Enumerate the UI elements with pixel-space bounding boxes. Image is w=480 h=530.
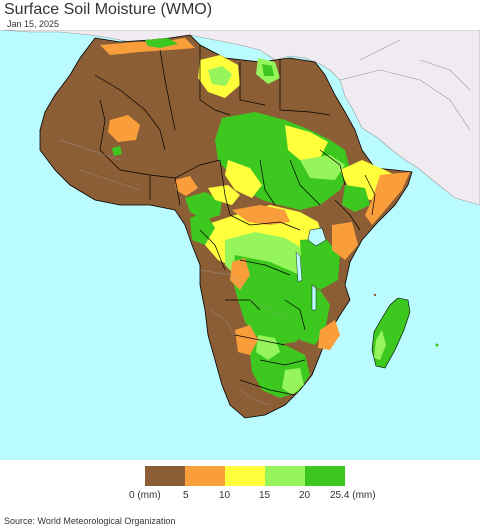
mali-orange-spot bbox=[108, 115, 140, 142]
tanzania-green bbox=[300, 238, 340, 290]
legend-swatch-0-5 bbox=[145, 466, 185, 486]
comoros-island bbox=[373, 293, 377, 297]
chad-yellow-patch bbox=[225, 160, 262, 198]
legend-label-20: 20 bbox=[299, 490, 311, 501]
legend-label-10: 10 bbox=[219, 490, 231, 501]
legend-labels: 0 (mm) 5 10 15 20 25.4 (mm) bbox=[125, 490, 405, 504]
gabon-green bbox=[190, 212, 215, 245]
southafrica-east-green bbox=[282, 368, 304, 395]
legend-swatch-5-10 bbox=[185, 466, 225, 486]
legend-colorbar bbox=[145, 466, 345, 486]
map-date: Jan 15, 2025 bbox=[7, 19, 60, 29]
country-borders bbox=[94, 45, 376, 396]
madagascar-west-dry bbox=[374, 330, 386, 360]
mascarene-island bbox=[435, 343, 439, 347]
legend-swatch-20-25 bbox=[305, 466, 345, 486]
lake-malawi bbox=[311, 284, 317, 311]
ethiopia-green bbox=[342, 185, 370, 212]
somalia-orange bbox=[365, 172, 410, 225]
mozambique-coast-orange bbox=[318, 320, 340, 350]
lake-victoria bbox=[307, 227, 327, 247]
legend bbox=[145, 466, 345, 486]
source-credit: Source: World Meteorological Organizatio… bbox=[4, 516, 176, 526]
angola-coast-orange bbox=[230, 258, 250, 290]
admin-lines bbox=[59, 139, 291, 406]
maghreb-coast-green bbox=[145, 38, 178, 48]
sudan-yellow bbox=[285, 125, 328, 160]
namibia-orange bbox=[235, 325, 258, 355]
lake-tanganyika bbox=[295, 251, 303, 283]
legend-swatch-15-20 bbox=[265, 466, 305, 486]
botswana-lightgreen bbox=[256, 335, 280, 360]
map-title: Surface Soil Moisture (WMO) bbox=[4, 1, 213, 18]
map-canvas bbox=[0, 30, 480, 460]
legend-label-5: 5 bbox=[183, 490, 189, 501]
westafrica-coast-yellow bbox=[208, 185, 240, 205]
legend-label-0: 0 (mm) bbox=[129, 490, 161, 501]
nigeria-orange bbox=[175, 176, 198, 196]
legend-label-25: 25.4 (mm) bbox=[330, 490, 376, 501]
legend-label-15: 15 bbox=[259, 490, 271, 501]
kenya-orange bbox=[332, 222, 358, 260]
libya-green-patch bbox=[208, 66, 232, 86]
egypt-green-patch bbox=[262, 64, 274, 76]
soil-moisture-map bbox=[0, 30, 480, 460]
arabia-borders bbox=[339, 39, 471, 131]
westafrica-coast-green bbox=[185, 192, 222, 220]
central-africa-orange bbox=[232, 205, 290, 225]
sudan-lightgreen bbox=[300, 155, 345, 180]
legend-swatch-10-15 bbox=[225, 466, 265, 486]
mali-green-spot bbox=[112, 146, 122, 156]
